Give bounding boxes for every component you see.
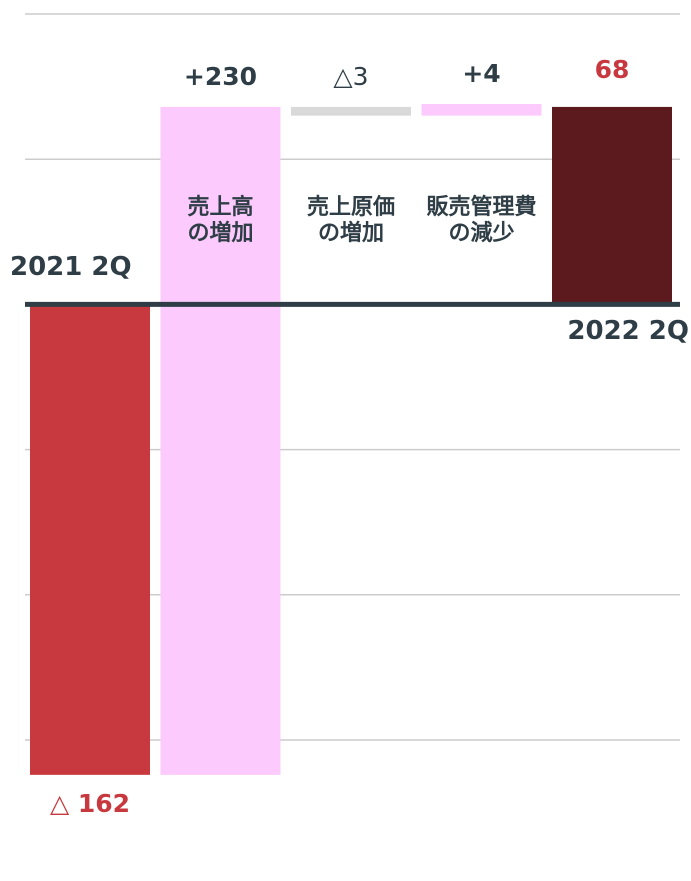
category-label: 2021 2Q [10,252,132,282]
bar [30,304,150,775]
category-label: 売上高 の増加 [187,195,254,247]
bar [552,106,672,305]
category-label: 販売管理費 の減少 [426,195,537,247]
value-label: 68 [594,54,630,84]
value-label: △ 162 [49,788,131,818]
bar [291,106,411,116]
category-label: 売上原価 の増加 [306,195,395,247]
category-label: 2022 2Q [567,316,689,347]
value-label: +230 [183,61,258,91]
bar [160,106,281,775]
value-label: +4 [462,59,501,89]
bar [421,104,542,116]
value-label: △3 [333,61,369,91]
